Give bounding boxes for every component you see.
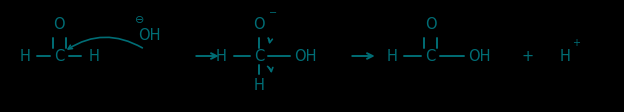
FancyArrowPatch shape — [268, 66, 273, 72]
Text: H: H — [386, 48, 397, 64]
Text: +: + — [521, 48, 534, 64]
Text: O: O — [253, 17, 265, 32]
Text: ⊖: ⊖ — [135, 15, 145, 25]
Text: H: H — [559, 48, 570, 64]
Text: H: H — [216, 48, 227, 64]
FancyArrowPatch shape — [68, 37, 142, 49]
Text: O: O — [425, 17, 436, 32]
Text: C: C — [54, 48, 64, 64]
Text: H: H — [253, 78, 265, 93]
Text: OH: OH — [139, 28, 161, 43]
Text: C: C — [254, 48, 264, 64]
Text: O: O — [54, 17, 65, 32]
Text: OH: OH — [468, 48, 490, 64]
Text: C: C — [426, 48, 436, 64]
Text: OH: OH — [295, 48, 317, 64]
Text: H: H — [88, 48, 99, 64]
Text: H: H — [19, 48, 31, 64]
Text: +: + — [572, 38, 580, 48]
FancyArrowPatch shape — [268, 38, 272, 43]
Text: −: − — [269, 8, 278, 18]
